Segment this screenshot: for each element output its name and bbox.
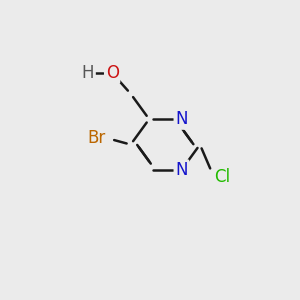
Text: O: O <box>106 64 119 82</box>
Text: N: N <box>175 161 188 179</box>
Text: Br: Br <box>87 129 105 147</box>
Text: H: H <box>82 64 94 82</box>
Text: Cl: Cl <box>214 168 230 186</box>
Text: N: N <box>175 110 188 128</box>
